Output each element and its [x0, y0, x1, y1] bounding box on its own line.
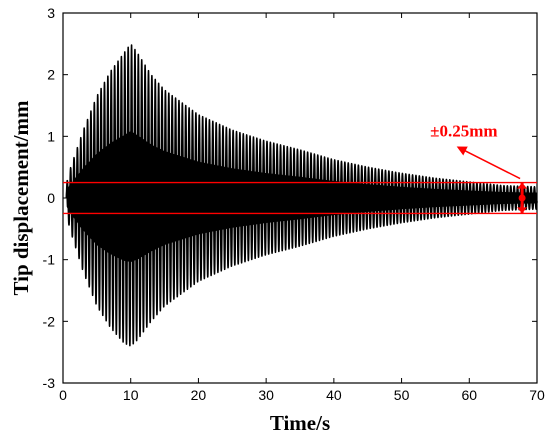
x-tick-label-4: 40: [326, 387, 342, 403]
series-core-0: [65, 131, 538, 263]
ticks-layer: 0 10 20 30 40 50 60 70 -3 -2 -1 0 1 2 3: [43, 5, 545, 403]
y-tick-label-4: 1: [47, 128, 55, 144]
range-marker-bottom-head: [517, 207, 528, 214]
annotation-label: ±0.25mm: [430, 121, 497, 140]
y-tick-label-0: -3: [43, 375, 56, 391]
annotation-layer: ±0.25mm: [430, 121, 528, 214]
y-axis-label: Tip displacement/mm: [9, 100, 33, 296]
x-tick-label-2: 20: [191, 387, 207, 403]
x-tick-label-1: 10: [123, 387, 139, 403]
y-tick-label-6: 3: [47, 5, 55, 21]
x-tick-label-6: 60: [461, 387, 477, 403]
series-layer: [65, 44, 538, 347]
y-tick-label-3: 0: [47, 190, 55, 206]
x-tick-label-7: 70: [529, 387, 545, 403]
y-tick-label-1: -2: [43, 313, 56, 329]
range-marker-top-head: [517, 182, 528, 189]
y-tick-label-5: 2: [47, 67, 55, 83]
x-tick-label-0: 0: [59, 387, 67, 403]
x-tick-label-5: 50: [394, 387, 410, 403]
threshold-layer: [63, 181, 537, 215]
annotation-arrow: [456, 146, 521, 180]
range-marker-center-dot: [518, 194, 526, 202]
x-axis-label: Time/s: [270, 411, 330, 435]
y-tick-label-2: -1: [43, 252, 56, 268]
x-tick-label-3: 30: [258, 387, 274, 403]
